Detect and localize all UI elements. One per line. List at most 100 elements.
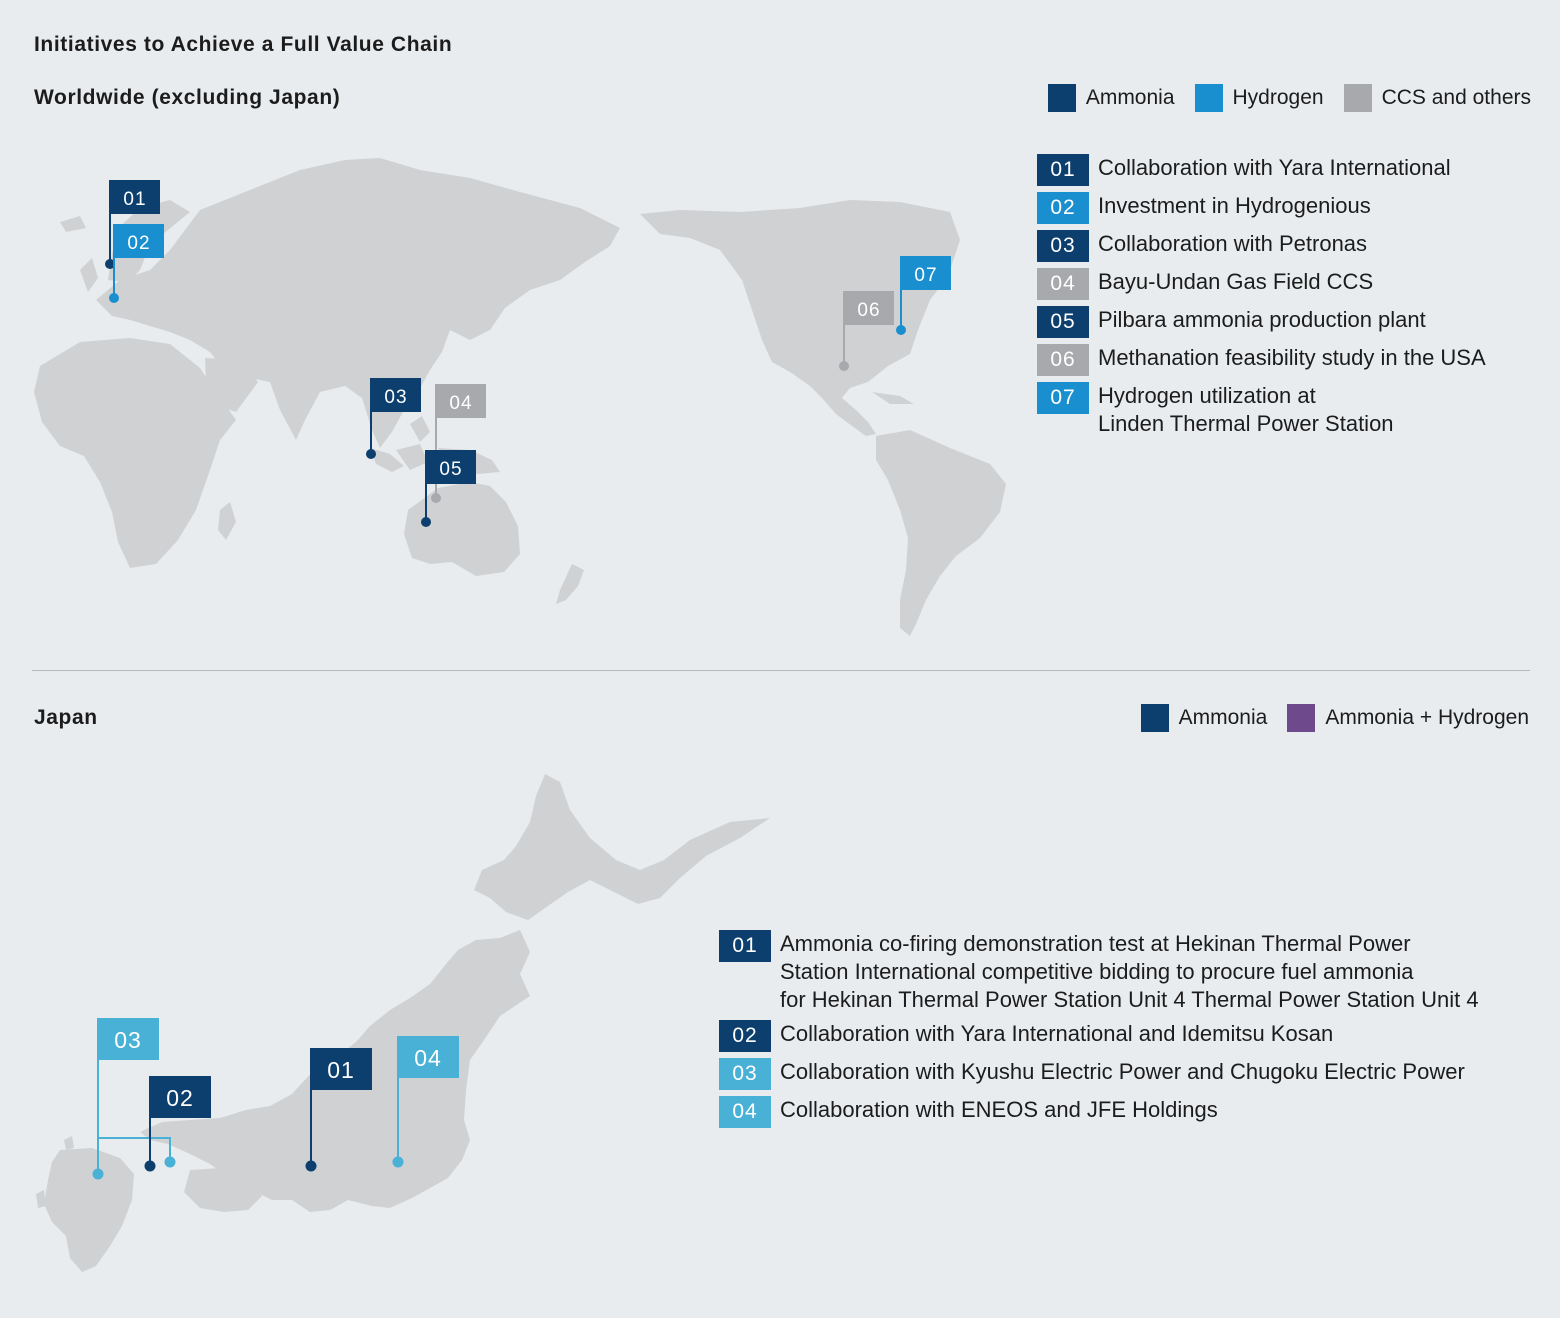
world-flag-03-label: 03 (384, 387, 407, 408)
world-flag-05-rect (426, 450, 476, 484)
japan-flag-02-label: 02 (166, 1085, 194, 1111)
japan-flag-03-pin-2 (164, 1156, 176, 1168)
world-flag-06-rect (844, 291, 894, 325)
worldwide-list-item: 02 Investment in Hydrogenious (1037, 192, 1537, 224)
japan-list-text: Collaboration with Yara International an… (780, 1020, 1333, 1048)
japan-legend-swatch (1287, 704, 1316, 732)
world-flag-04-pin (431, 493, 441, 503)
japan-legend-item: Ammonia (1140, 704, 1268, 732)
worldwide-legend-item: Hydrogen (1194, 84, 1324, 112)
worldwide-legend: Ammonia Hydrogen CCS and others (1028, 84, 1531, 112)
world-flag-05-label: 05 (439, 459, 462, 480)
world-flag-02-label: 02 (127, 233, 150, 254)
worldwide-legend-item: Ammonia (1047, 84, 1175, 112)
japan-list-item: 02 Collaboration with Yara International … (719, 1020, 1539, 1052)
worldwide-list-text: Pilbara ammonia production plant (1098, 306, 1426, 334)
worldwide-list-badge: 03 (1037, 230, 1089, 262)
world-flag-02-rect (114, 224, 164, 258)
worldwide-list-item: 01 Collaboration with Yara International (1037, 154, 1537, 186)
world-landmass (34, 158, 1006, 636)
worldwide-list-item: 06 Methanation feasibility study in the U… (1037, 344, 1537, 376)
japan-flag-03-pin-1 (92, 1168, 104, 1180)
worldwide-list-badge: 04 (1037, 268, 1089, 300)
world-flag-05-pin (421, 517, 431, 527)
japan-flag-04-label: 04 (414, 1045, 442, 1071)
japan-flag-02-pin (144, 1160, 156, 1172)
world-flag-04[interactable]: 04 (431, 384, 486, 503)
japan-list-item: 04 Collaboration with ENEOS and JFE Holdi… (719, 1096, 1539, 1128)
japan-flag-03-rect (97, 1018, 159, 1060)
japan-flag-02[interactable]: 02 (144, 1076, 212, 1172)
world-flag-04-label: 04 (449, 393, 472, 414)
japan-list-line: Station International competitive biddin… (780, 959, 1414, 984)
japan-list-text: Collaboration with ENEOS and JFE Holding… (780, 1096, 1218, 1124)
worldwide-list-line: Linden Thermal Power Station (1098, 411, 1394, 436)
japan-list: 01 Ammonia co-firing demonstration test a… (719, 930, 1539, 1134)
world-flag-07-pin (896, 325, 906, 335)
worldwide-list-text: Methanation feasibility study in the USA (1098, 344, 1486, 372)
worldwide-list-badge: 01 (1037, 154, 1089, 186)
worldwide-list: 01 Collaboration with Yara International 0… (1037, 154, 1537, 444)
japan-flag-02-rect (149, 1076, 211, 1118)
worldwide-legend-label: Ammonia (1085, 86, 1175, 109)
world-flag-04-rect (436, 384, 486, 418)
japan-list-badge: 02 (719, 1020, 771, 1052)
worldwide-list-line: Investment in Hydrogenious (1098, 193, 1371, 218)
worldwide-list-line: Hydrogen utilization at (1098, 383, 1316, 408)
japan-legend-swatch (1140, 704, 1169, 732)
japan-list-line: Collaboration with Kyushu Electric Power… (780, 1059, 1465, 1084)
world-flag-01[interactable]: 01 (105, 180, 160, 269)
worldwide-list-badge: 06 (1037, 344, 1089, 376)
world-flag-03-rect (371, 378, 421, 412)
worldwide-list-badge: 02 (1037, 192, 1089, 224)
worldwide-list-line: Collaboration with Petronas (1098, 231, 1368, 256)
worldwide-legend-swatch (1194, 84, 1223, 112)
japan-flag-04-rect (397, 1036, 459, 1078)
worldwide-list-line: Pilbara ammonia production plant (1098, 307, 1426, 332)
world-flag-06-pin (839, 361, 849, 371)
world-flag-03-pin (366, 449, 376, 459)
japan-legend: Ammonia Ammonia + Hydrogen (1121, 704, 1529, 732)
world-flag-06[interactable]: 06 (839, 291, 894, 371)
worldwide-list-text: Hydrogen utilization at Linden Thermal Po… (1098, 382, 1394, 438)
world-flag-03[interactable]: 03 (366, 378, 421, 459)
world-flag-02-pin (109, 293, 119, 303)
japan-flags: 03 02 01 04 (92, 1018, 460, 1180)
worldwide-list-item: 07 Hydrogen utilization at Linden Thermal … (1037, 382, 1537, 438)
world-flag-07-label: 07 (914, 265, 937, 286)
worldwide-list-text: Bayu-Undan Gas Field CCS (1098, 268, 1373, 296)
worldwide-legend-label: Hydrogen (1232, 86, 1324, 109)
world-flag-02[interactable]: 02 (109, 224, 164, 303)
worldwide-legend-swatch (1343, 84, 1372, 112)
japan-flag-04[interactable]: 04 (392, 1036, 460, 1168)
worldwide-list-badge: 05 (1037, 306, 1089, 338)
japan-list-text: Collaboration with Kyushu Electric Power… (780, 1058, 1465, 1086)
world-flag-05[interactable]: 05 (421, 450, 476, 527)
world-flag-07[interactable]: 07 (896, 256, 951, 335)
japan-list-line: Ammonia co-firing demonstration test at … (780, 931, 1411, 956)
japan-list-item: 01 Ammonia co-firing demonstration test a… (719, 930, 1539, 1014)
worldwide-list-item: 04 Bayu-Undan Gas Field CCS (1037, 268, 1537, 300)
japan-flag-01-label: 01 (327, 1057, 355, 1083)
worldwide-list-line: Bayu-Undan Gas Field CCS (1098, 269, 1374, 294)
page-title: Initiatives to Achieve a Full Value Chai… (34, 33, 453, 56)
world-flag-07-rect (901, 256, 951, 290)
worldwide-heading: Worldwide (excluding Japan) (34, 86, 341, 109)
japan-list-badge: 01 (719, 930, 771, 962)
worldwide-list-line: Methanation feasibility study in the USA (1098, 345, 1486, 370)
japan-flag-03[interactable]: 03 (92, 1018, 176, 1180)
japan-flag-01-rect (310, 1048, 372, 1090)
japan-legend-label: Ammonia + Hydrogen (1325, 706, 1529, 729)
japan-flag-03-branch (98, 1137, 171, 1162)
world-flag-01-label: 01 (123, 189, 146, 210)
japan-list-line: Collaboration with ENEOS and JFE Holding… (780, 1097, 1218, 1122)
worldwide-legend-label: CCS and others (1381, 86, 1531, 109)
section-divider (32, 670, 1530, 671)
japan-heading: Japan (34, 706, 98, 729)
worldwide-list-badge: 07 (1037, 382, 1089, 414)
japan-legend-label: Ammonia (1178, 706, 1268, 729)
worldwide-list-text: Collaboration with Petronas (1098, 230, 1367, 258)
world-flag-01-pin (105, 259, 115, 269)
japan-flag-01[interactable]: 01 (305, 1048, 373, 1172)
worldwide-list-item: 03 Collaboration with Petronas (1037, 230, 1537, 262)
